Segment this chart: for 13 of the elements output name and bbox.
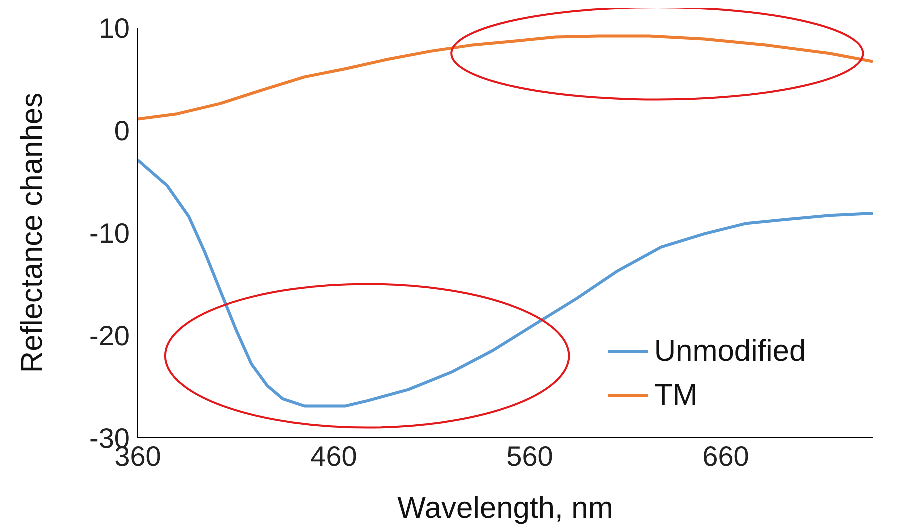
x-tick-label: 460	[310, 440, 358, 472]
y-tick-label: 0	[114, 115, 130, 146]
y-tick-label: -20	[90, 320, 130, 352]
line-series	[138, 158, 873, 408]
y-tick-label: 10	[98, 12, 130, 44]
x-tick-label: 560	[506, 440, 554, 472]
x-tick-label: 660	[702, 440, 750, 472]
legend-label: Unmodified	[654, 335, 806, 370]
x-axis-title: Wavelength, nm	[398, 492, 614, 525]
line-series	[138, 34, 873, 121]
legend-label: TM	[654, 379, 698, 414]
y-tick-label: -10	[90, 218, 130, 249]
y-axis-title: Reflectance chanhes	[16, 92, 49, 374]
